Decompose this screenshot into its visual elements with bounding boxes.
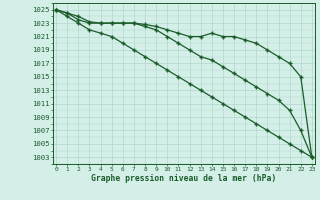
X-axis label: Graphe pression niveau de la mer (hPa): Graphe pression niveau de la mer (hPa): [92, 174, 276, 183]
